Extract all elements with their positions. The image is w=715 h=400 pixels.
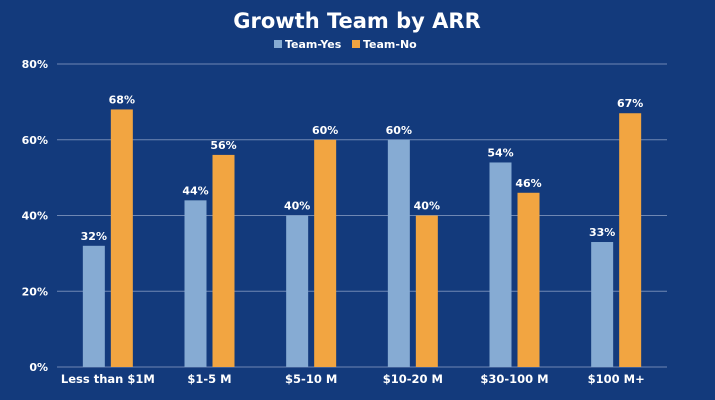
bar-team-yes-1-5-m [184, 200, 207, 367]
data-label-team-no-less-than-1m: 68% [109, 93, 135, 106]
bars [82, 109, 642, 367]
data-label-team-no-100-m: 67% [617, 97, 643, 110]
y-tick-label: 0% [29, 361, 48, 374]
legend-swatch-team-yes [274, 40, 282, 48]
bar-team-yes-5-10-m [286, 215, 309, 367]
data-label-team-yes-less-than-1m: 32% [81, 230, 107, 243]
x-tick-label: $10-20 M [383, 372, 443, 386]
bar-team-yes-less-than-1m [82, 245, 105, 367]
data-label-team-yes-30-100-m: 54% [487, 146, 513, 159]
data-labels: 32% 68% 44% 56% 40% 60% 60% 40% 54% 46% 33% 67% [81, 93, 644, 242]
bar-team-no-1-5-m [212, 154, 235, 367]
y-tick-label: 20% [22, 285, 48, 298]
data-label-team-yes-1-5-m: 44% [182, 184, 208, 197]
bar-team-yes-30-100-m [489, 162, 512, 367]
data-label-team-no-30-100-m: 46% [515, 177, 541, 190]
legend-label-team-no: Team-No [363, 38, 417, 51]
bar-team-no-5-10-m [314, 139, 337, 367]
y-axis-ticks: 0% 20% 40% 60% 80% [22, 58, 48, 374]
bar-team-no-10-20-m [415, 215, 438, 367]
legend-swatch-team-no [352, 40, 360, 48]
data-label-team-yes-100-m: 33% [589, 226, 615, 239]
data-label-team-no-5-10-m: 60% [312, 124, 338, 137]
gridlines [57, 63, 667, 368]
data-label-team-yes-5-10-m: 40% [284, 200, 310, 213]
bar-team-yes-100-m [591, 242, 614, 367]
data-label-team-no-10-20-m: 40% [414, 200, 440, 213]
legend-label-team-yes: Team-Yes [285, 38, 342, 51]
x-tick-label: $30-100 M [480, 372, 548, 386]
x-tick-label: $100 M+ [588, 372, 645, 386]
y-tick-label: 60% [22, 134, 48, 147]
bar-team-no-less-than-1m [110, 109, 133, 367]
bar-team-no-30-100-m [517, 192, 540, 367]
y-tick-label: 40% [22, 210, 48, 223]
bar-team-yes-10-20-m [387, 139, 410, 367]
data-label-team-no-1-5-m: 56% [210, 139, 236, 152]
x-tick-label: $1-5 M [187, 372, 231, 386]
chart-title: Growth Team by ARR [233, 9, 481, 33]
bar-team-no-100-m [619, 113, 642, 367]
legend: Team-Yes Team-No [274, 38, 417, 51]
y-tick-label: 80% [22, 58, 48, 71]
x-tick-label: $5-10 M [285, 372, 337, 386]
x-axis-ticks: Less than $1M $1-5 M $5-10 M $10-20 M $30-10… [61, 372, 645, 386]
data-label-team-yes-10-20-m: 60% [386, 124, 412, 137]
x-tick-label: Less than $1M [61, 372, 155, 386]
